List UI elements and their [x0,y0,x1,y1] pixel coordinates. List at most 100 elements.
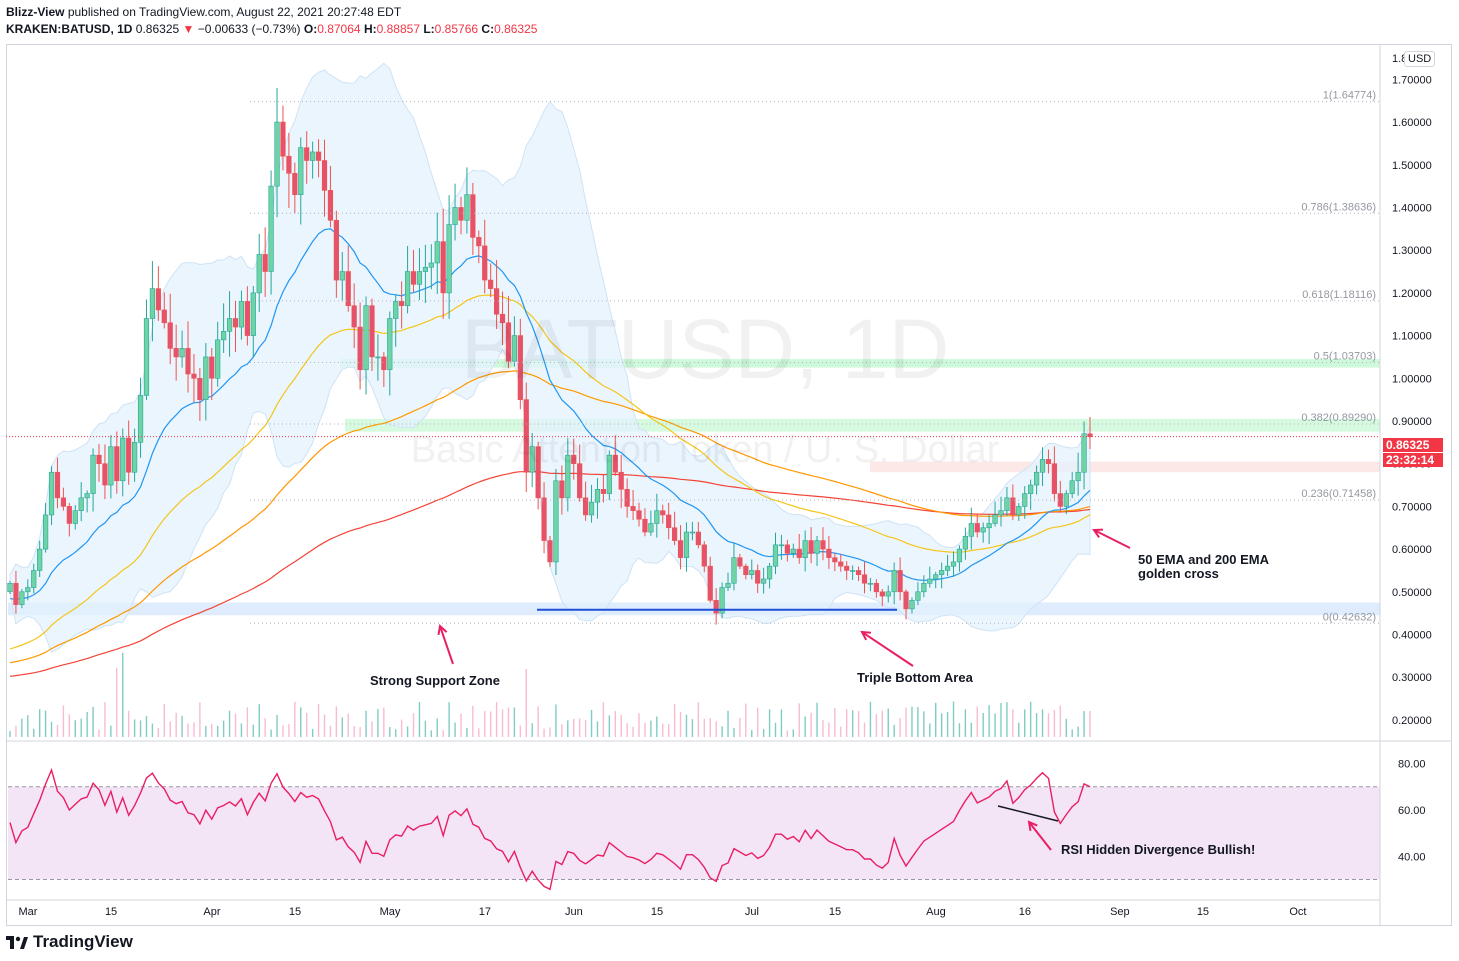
volume-bar [139,720,142,737]
candle-body [523,399,529,473]
volume-bar [335,706,338,737]
price-tick-label: 0.20000 [1392,715,1432,727]
volume-bar [412,713,415,737]
volume-bar [1047,713,1050,737]
volume-bar [199,702,201,737]
volume-bar [685,714,688,737]
volume-bar [602,702,605,737]
candle-body [363,305,369,371]
volume-bar [638,713,640,737]
volume-bar [187,723,189,737]
candle-body [660,510,666,516]
volume-bar [578,718,581,737]
currency-button[interactable]: USD [1404,51,1436,67]
triple-bottom-arrow [861,631,914,667]
volume-bar [1029,701,1032,737]
candle-body [345,271,351,306]
candle-body [707,565,713,601]
volume-bar [27,715,29,737]
candle-body [784,544,790,554]
fib-label: 0.618(1.18116) [1302,289,1376,301]
candle-body [137,395,144,443]
footer-brand[interactable]: TradingView [6,932,133,952]
volume-bar [341,717,344,737]
volume-bar [472,705,474,737]
tradingview-logo-icon [6,935,28,949]
price-tick-label: 0.60000 [1392,544,1432,556]
volume-bar [406,726,409,737]
candle-body [992,514,998,524]
candle-body [13,582,19,605]
candle-body [304,147,310,161]
time-tick-label: Mar [19,906,38,918]
candle-body [155,288,161,311]
candle-body [315,151,322,161]
triple-bottom-label: Triple Bottom Area [857,670,974,685]
volume-bar [822,720,824,737]
volume-bar [216,725,219,737]
volume-bar [62,705,65,737]
candle-body [333,219,339,281]
volume-bar [424,720,427,737]
volume-bar [697,702,700,737]
price-tick-label: 1.20000 [1392,288,1432,300]
candle-body [19,591,25,605]
candle-body [553,480,559,563]
volume-bar [899,717,901,737]
volume-bar [234,713,237,737]
volume-bar [662,723,664,737]
candle-body [262,254,268,272]
time-tick-label: 15 [105,906,117,918]
high-value: 0.88857 [376,22,420,36]
volume-bar [596,721,599,737]
volume-bar [834,708,836,737]
candle-body [416,271,423,285]
volume-bar [175,712,177,737]
time-tick-label: Apr [203,906,220,918]
candle-body [666,514,672,529]
time-tick-label: 17 [479,906,491,918]
volume-bar [537,706,539,737]
volume-bar [679,711,682,737]
volume-bar [863,722,866,737]
candle-body [310,151,316,161]
candle-body [606,454,612,494]
time-tick-label: 15 [289,906,301,918]
candle-body [725,582,731,588]
time-tick-label: 15 [829,906,841,918]
volume-bar [323,714,326,737]
candle-body [452,207,458,225]
volume-bar [1089,711,1091,737]
candle-body [832,557,838,563]
publisher-name[interactable]: Blizz-View [6,5,65,19]
volume-bar [733,728,735,737]
candle-body [60,497,67,507]
candle-body [268,185,274,272]
volume-bar [846,709,848,737]
fib-label: 0(0.42632) [1323,611,1376,623]
candle-body [677,540,684,558]
volume-bar [970,722,973,737]
candle-body [689,531,696,534]
volume-bar [745,703,747,737]
candle-body [108,446,114,486]
volume-bar [982,712,984,737]
volume-bar [1065,718,1067,737]
candle-body [476,237,482,247]
golden-cross-label-line2: golden cross [1138,566,1219,581]
volume-bar [127,710,130,737]
volume-bar [1071,729,1073,737]
volume-bar [377,708,379,737]
candle-body [624,489,630,507]
candle-body [927,578,933,584]
volume-bar [828,722,830,737]
candle-body [772,544,779,567]
volume-bar [573,718,575,737]
resistance-band [340,359,1380,368]
rsi-divergence-line [997,805,1059,822]
volume-bar [543,728,545,737]
time-tick-label: May [380,906,401,918]
candle-body [298,147,304,195]
volume-bar [549,727,551,737]
